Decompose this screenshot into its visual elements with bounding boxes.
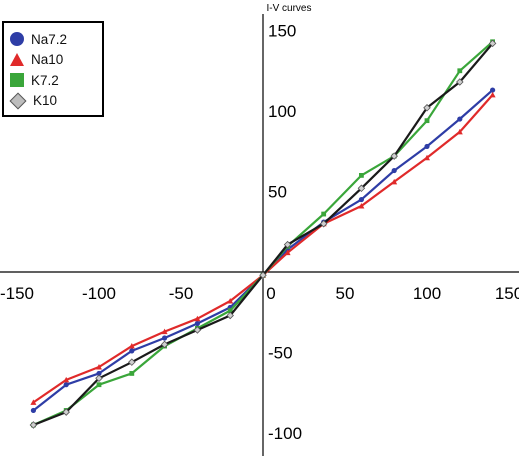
legend-item-na72: Na7.2 [10,29,102,50]
data-point [424,144,429,149]
x-tick-label: -50 [169,284,194,303]
y-tick-label: 50 [268,183,287,202]
y-tick-label: 150 [268,22,296,41]
data-point [359,197,364,202]
legend: Na7.2 Na10 K7.2 K10 [2,21,104,117]
y-tick-label: -50 [268,344,293,363]
data-point [490,87,495,92]
data-point [321,212,326,217]
x-tick-label: -100 [82,284,116,303]
legend-label-k10: K10 [33,93,57,108]
data-point [195,321,200,326]
data-point [425,118,430,123]
x-tick-label: 100 [413,284,441,303]
circle-marker-icon [10,32,24,46]
x-tick-label: 50 [336,284,355,303]
data-point [129,348,134,353]
data-point [359,173,364,178]
y-tick-label: 100 [268,102,296,121]
legend-item-na10: Na10 [10,50,102,71]
data-point [457,116,462,121]
legend-label-na72: Na7.2 [31,32,67,47]
data-point [31,408,36,413]
square-marker-icon [10,73,24,87]
data-point [162,335,167,340]
legend-label-na10: Na10 [31,52,63,67]
legend-label-k72: K7.2 [31,73,59,88]
legend-item-k72: K7.2 [10,70,102,91]
data-point [64,382,69,387]
triangle-marker-icon [10,53,24,66]
data-point [392,168,397,173]
diamond-marker-icon [10,92,27,109]
legend-item-k10: K10 [10,91,102,112]
x-tick-label: 150 [495,284,519,303]
y-tick-label: -100 [268,424,302,443]
data-point [97,382,102,387]
data-point [129,371,134,376]
data-point [457,68,462,73]
chart-title: I-V curves [266,3,311,14]
x-tick-label: 0 [266,284,275,303]
x-tick-label: -150 [0,284,34,303]
